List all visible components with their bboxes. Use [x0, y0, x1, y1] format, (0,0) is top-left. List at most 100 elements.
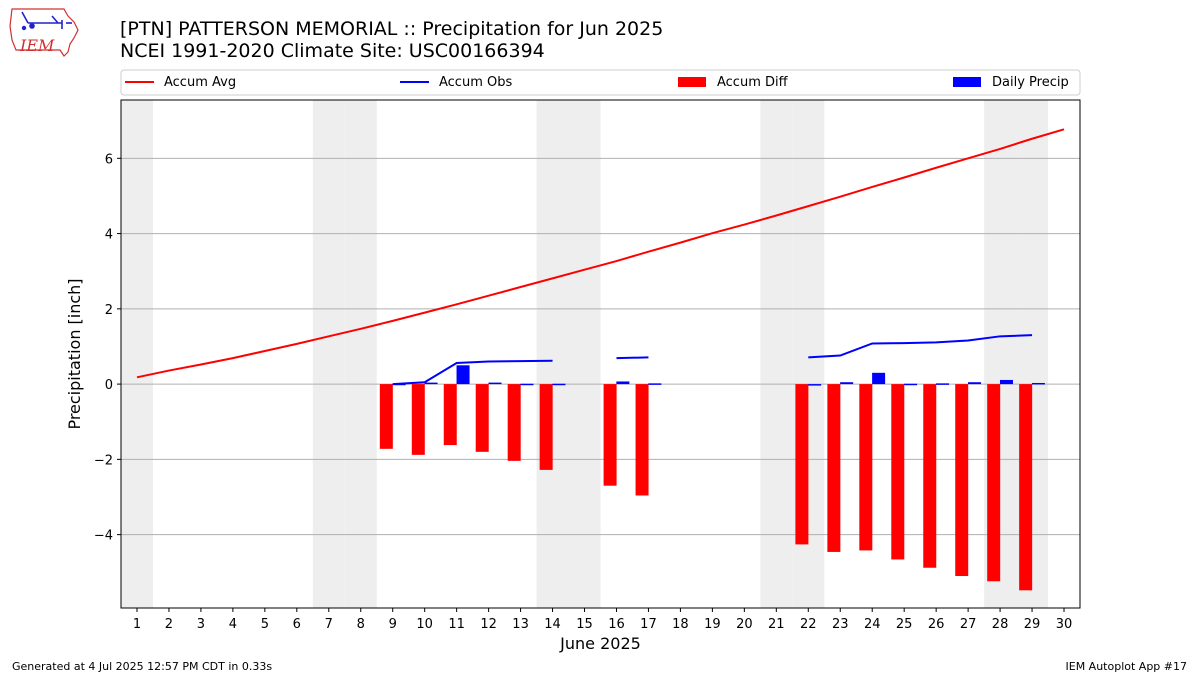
y-tick-label-0: 0: [105, 378, 113, 393]
y-tick-label--4: −4: [94, 529, 113, 544]
daily-precip-bar-22: [808, 384, 822, 386]
iem-logo-text: IEM: [19, 36, 55, 55]
iowa-outline-icon: [9, 8, 79, 57]
x-tick-label-13: 13: [512, 617, 529, 632]
x-tick-label-26: 26: [928, 617, 945, 632]
accum-diff-bar-14: [539, 384, 553, 470]
legend-swatch-2: [678, 77, 706, 87]
x-tick-label-19: 19: [704, 617, 721, 632]
daily-precip-bar-16: [616, 381, 630, 385]
accum-diff-bar-11: [443, 384, 457, 446]
y-tick-label-6: 6: [105, 152, 113, 167]
x-tick-label-29: 29: [1024, 617, 1041, 632]
accum-diff-bar-25: [891, 384, 905, 560]
x-tick-label-18: 18: [672, 617, 689, 632]
x-tick-label-21: 21: [768, 617, 785, 632]
accum-obs-line-1: [616, 356, 649, 360]
weekend-band-7: [312, 100, 345, 608]
chart-subtitle: NCEI 1991-2020 Climate Site: USC00166394: [120, 40, 545, 62]
x-tick-label-24: 24: [864, 617, 881, 632]
x-tick-label-3: 3: [197, 617, 205, 632]
x-tick-label-16: 16: [608, 617, 625, 632]
accum-diff-bar-22: [795, 384, 809, 545]
lines: [136, 128, 1065, 386]
x-tick-label-20: 20: [736, 617, 753, 632]
legend-label-2: Accum Diff: [717, 75, 789, 90]
daily-precip-bar-28: [999, 379, 1013, 385]
y-tick-label-4: 4: [105, 228, 113, 243]
x-tick-label-10: 10: [416, 617, 433, 632]
weekend-band-21: [760, 100, 793, 608]
x-tick-label-4: 4: [229, 617, 237, 632]
x-tick-label-11: 11: [448, 617, 465, 632]
accum-diff-bar-17: [635, 384, 649, 496]
accum-obs-line-2: [808, 334, 1033, 359]
x-tick-label-30: 30: [1056, 617, 1073, 632]
daily-precip-bar-12: [488, 382, 502, 385]
accum-diff-bar-28: [987, 384, 1001, 582]
x-tick-label-9: 9: [389, 617, 397, 632]
x-tick-label-12: 12: [480, 617, 497, 632]
daily-precip-bar-13: [520, 383, 534, 386]
legend-label-1: Accum Obs: [439, 75, 512, 90]
weekend-band-15: [568, 100, 601, 608]
iem-logo: IEM: [9, 8, 79, 57]
accum-diff-bar-23: [827, 384, 841, 552]
x-tick-label-2: 2: [165, 617, 173, 632]
x-axis-label: June 2025: [559, 634, 641, 653]
accum-diff-bar-10: [411, 384, 425, 455]
daily-precip-bar-23: [840, 382, 854, 385]
x-tick-label-23: 23: [832, 617, 849, 632]
daily-precip-bar-17: [648, 383, 662, 385]
x-tick-label-22: 22: [800, 617, 817, 632]
daily-precip-bar-27: [968, 382, 982, 385]
accum-avg-line: [136, 128, 1065, 379]
accum-diff-bar-29: [1019, 384, 1033, 591]
weekend-band-14: [536, 100, 569, 608]
x-tick-label-28: 28: [992, 617, 1009, 632]
daily-precip-bar-29: [1031, 382, 1045, 385]
x-tick-label-5: 5: [261, 617, 269, 632]
weather-station-icon: [21, 11, 72, 31]
accum-diff-bar-12: [475, 384, 489, 452]
daily-precip-bar-26: [936, 383, 950, 385]
y-tick-label-2: 2: [105, 303, 113, 318]
x-tick-label-6: 6: [293, 617, 301, 632]
legend: Accum Avg Accum Obs Accum Diff Daily Precip: [120, 69, 1081, 96]
x-tick-label-25: 25: [896, 617, 913, 632]
weekend-band-1: [121, 100, 153, 608]
x-tick-label-14: 14: [544, 617, 561, 632]
legend-label-0: Accum Avg: [164, 75, 236, 90]
x-tick-label-27: 27: [960, 617, 977, 632]
daily-precip-bar-24: [872, 372, 886, 385]
x-tick-label-15: 15: [576, 617, 593, 632]
accum-obs-line-0: [392, 359, 553, 386]
daily-precip-bar-11: [456, 365, 470, 385]
daily-precip-bar-14: [552, 383, 566, 386]
bars: [379, 365, 1045, 591]
footer-app-text: IEM Autoplot App #17: [1065, 660, 1188, 673]
y-axis-label: Precipitation [inch]: [65, 278, 84, 429]
weekend-band-8: [344, 100, 377, 608]
accum-diff-bar-26: [923, 384, 937, 568]
accum-diff-bar-9: [379, 384, 393, 449]
legend-label-3: Daily Precip: [992, 75, 1069, 90]
gridlines: [121, 157, 1080, 536]
x-tick-label-7: 7: [325, 617, 333, 632]
footer-generated-text: Generated at 4 Jul 2025 12:57 PM CDT in …: [12, 660, 273, 673]
plot-frame: [120, 99, 1081, 609]
y-tick-label--2: −2: [94, 453, 113, 468]
legend-swatch-3: [953, 77, 981, 87]
daily-precip-bar-10: [424, 382, 438, 385]
accum-diff-bar-27: [955, 384, 969, 577]
x-tick-label-8: 8: [357, 617, 365, 632]
x-tick-label-1: 1: [133, 617, 141, 632]
x-tick-label-17: 17: [640, 617, 657, 632]
accum-diff-bar-24: [859, 384, 873, 551]
daily-precip-bar-25: [904, 383, 918, 386]
accum-diff-bar-13: [507, 384, 521, 461]
legend-box: [120, 69, 1081, 96]
accum-diff-bar-16: [603, 384, 617, 486]
